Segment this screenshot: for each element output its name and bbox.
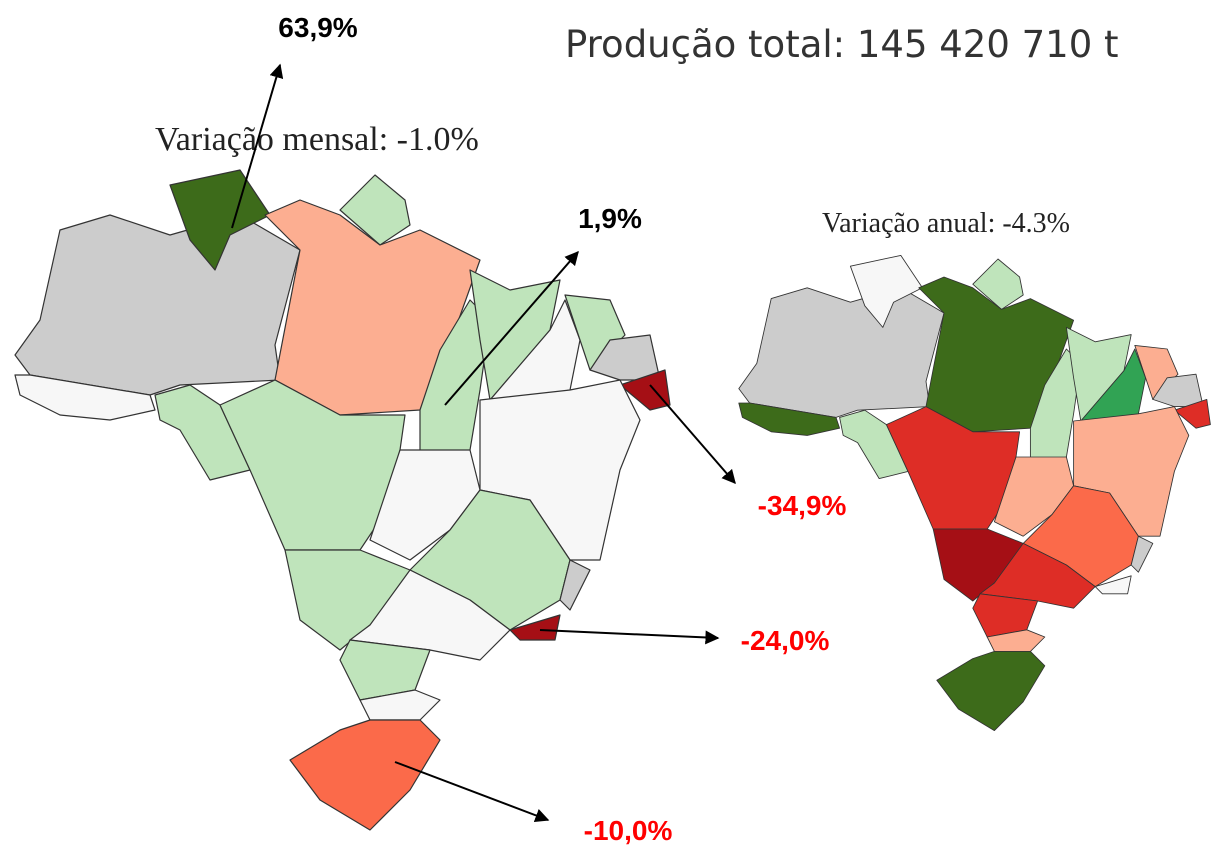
- arrow: [444, 250, 579, 406]
- state: [14, 374, 156, 421]
- state: [918, 276, 1075, 433]
- state: [738, 287, 945, 418]
- monthly-map: [14, 169, 671, 831]
- annual-map: [738, 254, 1211, 732]
- state: [169, 169, 271, 271]
- state: [264, 199, 481, 416]
- state: [972, 258, 1024, 310]
- callout: -24,0%: [741, 625, 830, 656]
- state: [849, 254, 923, 328]
- annual-title: Variação anual: -4.3%: [822, 208, 1070, 239]
- state: [14, 214, 301, 396]
- callout: -34,9%: [758, 490, 847, 521]
- state: [359, 689, 441, 721]
- state: [1130, 535, 1154, 573]
- state: [289, 719, 441, 831]
- state: [619, 369, 671, 411]
- arrow: [231, 63, 284, 229]
- state: [839, 409, 909, 480]
- state: [738, 402, 841, 436]
- state: [986, 629, 1046, 652]
- state: [559, 559, 591, 611]
- state: [936, 650, 1046, 732]
- callout: 1,9%: [578, 203, 642, 234]
- callout: 63,9%: [278, 12, 357, 43]
- state: [1173, 398, 1211, 429]
- total-production: Produção total: 145 420 710 t: [565, 23, 1119, 66]
- state: [509, 614, 561, 641]
- callout: -10,0%: [584, 815, 673, 845]
- arrow: [649, 384, 736, 485]
- arrow: [394, 761, 550, 823]
- state: [339, 174, 411, 246]
- arrow: [539, 629, 720, 645]
- state: [1094, 575, 1132, 595]
- state: [154, 384, 251, 481]
- monthly-title: Variação mensal: -1.0%: [155, 121, 479, 158]
